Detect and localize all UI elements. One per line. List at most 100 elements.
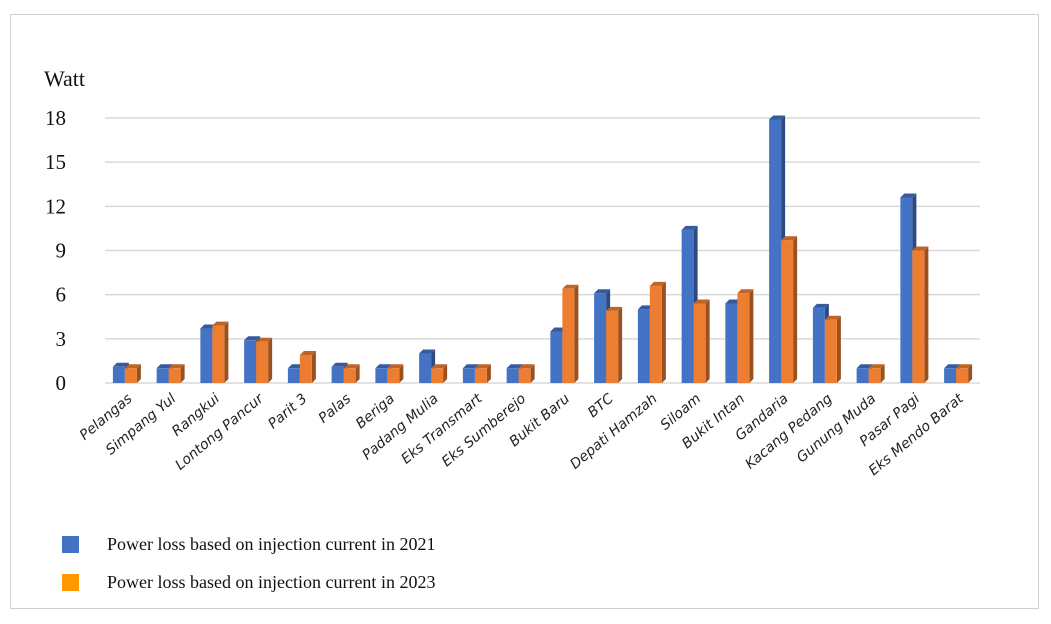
- bar-top: [518, 364, 535, 369]
- bar: [550, 331, 563, 383]
- legend-label-2021: Power loss based on injection current in…: [107, 534, 436, 554]
- bar-top: [812, 303, 829, 308]
- y-axis-label: Watt: [44, 66, 85, 91]
- bar-side: [355, 364, 360, 383]
- bar-top: [331, 362, 348, 367]
- y-tick-label: 3: [56, 327, 67, 351]
- chart-frame: [10, 14, 1039, 609]
- bar: [606, 310, 619, 383]
- legend-item-2021: Power loss based on injection current in…: [62, 534, 435, 555]
- bar-top: [594, 289, 611, 294]
- bar-side: [793, 236, 798, 383]
- x-tick-label: Parit 3: [265, 391, 310, 433]
- bar-top: [112, 362, 129, 367]
- bar-top: [737, 289, 754, 294]
- bar-top: [649, 281, 666, 286]
- bar: [900, 197, 913, 383]
- bar: [331, 366, 344, 383]
- bar-top: [681, 225, 698, 230]
- bar: [168, 368, 181, 383]
- bar: [200, 328, 213, 383]
- bar-top: [900, 193, 917, 198]
- bar-top: [375, 364, 392, 369]
- x-tick-label: Palas: [316, 391, 354, 427]
- x-tick-label: BTC: [585, 391, 617, 421]
- bar-top: [343, 364, 360, 369]
- bar: [156, 368, 169, 383]
- legend-label-2023: Power loss based on injection current in…: [107, 572, 436, 592]
- y-axis-ticks: 0 3 6 9 12 15 18: [45, 106, 66, 395]
- bar: [462, 368, 475, 383]
- bars: [112, 115, 973, 383]
- bar-top: [168, 364, 185, 369]
- bar: [518, 368, 531, 383]
- bar-side: [268, 337, 273, 383]
- bar-side: [968, 364, 973, 383]
- bar-top: [693, 299, 710, 304]
- y-tick-label: 15: [45, 150, 66, 174]
- bar: [944, 368, 957, 383]
- bar: [506, 368, 519, 383]
- bar: [562, 288, 575, 383]
- bar-side: [399, 364, 404, 383]
- bar: [725, 303, 738, 383]
- bar: [912, 250, 925, 383]
- bar: [781, 240, 794, 383]
- bar-top: [419, 349, 436, 354]
- bar: [387, 368, 400, 383]
- gridlines: [105, 117, 980, 384]
- bar: [375, 368, 388, 383]
- bar: [256, 341, 269, 383]
- bar: [299, 355, 312, 383]
- bar: [856, 368, 869, 383]
- bar-top: [956, 364, 973, 369]
- bar: [868, 368, 881, 383]
- y-tick-label: 18: [45, 106, 66, 130]
- bar-side: [530, 364, 535, 383]
- bar-side: [836, 315, 841, 383]
- bar-side: [574, 284, 579, 383]
- bar-top: [299, 351, 316, 356]
- y-tick-label: 0: [56, 371, 67, 395]
- bar-side: [880, 364, 885, 383]
- y-tick-label: 9: [56, 239, 67, 263]
- bar-side: [486, 364, 491, 383]
- bar-top: [868, 364, 885, 369]
- bar: [649, 285, 662, 383]
- bar-top: [212, 321, 229, 326]
- bar-top: [562, 284, 579, 289]
- bar-side: [180, 364, 185, 383]
- bar-top: [244, 336, 261, 341]
- bar-top: [944, 364, 961, 369]
- bar-side: [924, 246, 929, 383]
- bar-top: [856, 364, 873, 369]
- bar: [594, 293, 607, 383]
- bar-top: [474, 364, 491, 369]
- bar-side: [136, 364, 141, 383]
- bar-side: [705, 299, 710, 383]
- bar: [287, 368, 300, 383]
- y-tick-label: 6: [56, 283, 67, 307]
- bar: [244, 340, 257, 383]
- bar-side: [443, 364, 448, 383]
- bar: [419, 353, 432, 383]
- bar-side: [224, 321, 229, 383]
- bar-top: [387, 364, 404, 369]
- bar-side: [749, 289, 754, 383]
- bar: [681, 229, 694, 383]
- bar-side: [618, 306, 623, 383]
- bar: [824, 319, 837, 383]
- bar: [343, 368, 356, 383]
- bar: [769, 119, 782, 383]
- legend-item-2023: Power loss based on injection current in…: [62, 572, 435, 593]
- bar-top: [256, 337, 273, 342]
- bar: [124, 368, 137, 383]
- bar: [431, 368, 444, 383]
- bar-side: [311, 351, 316, 383]
- bar-side: [661, 281, 666, 383]
- bar: [112, 366, 125, 383]
- bar-top: [156, 364, 173, 369]
- bar-top: [912, 246, 929, 251]
